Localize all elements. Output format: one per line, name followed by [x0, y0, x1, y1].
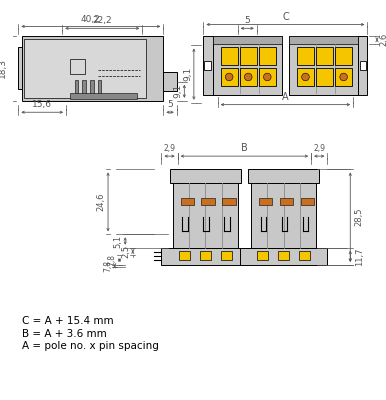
- Circle shape: [264, 73, 271, 81]
- Bar: [220, 47, 238, 64]
- Circle shape: [340, 73, 347, 81]
- Text: 2,9: 2,9: [313, 144, 325, 153]
- Text: C = A + 15.4 mm: C = A + 15.4 mm: [22, 316, 114, 326]
- Text: 24,6: 24,6: [96, 193, 105, 211]
- Bar: [248, 170, 319, 183]
- Bar: [161, 248, 249, 265]
- Text: C: C: [282, 12, 289, 22]
- Text: 22,2: 22,2: [93, 16, 112, 26]
- Bar: [82, 80, 86, 95]
- Text: B: B: [241, 143, 248, 153]
- Bar: [289, 36, 358, 95]
- Bar: [278, 250, 289, 260]
- Bar: [22, 36, 163, 101]
- Text: 15,6: 15,6: [32, 100, 52, 109]
- Text: 5: 5: [167, 100, 173, 109]
- Text: 2,5: 2,5: [121, 245, 130, 258]
- Bar: [90, 80, 94, 95]
- Bar: [173, 183, 238, 248]
- Text: 11,7: 11,7: [355, 247, 364, 266]
- Bar: [299, 250, 310, 260]
- Bar: [24, 39, 146, 98]
- Text: 2,6: 2,6: [379, 33, 386, 46]
- Circle shape: [62, 88, 68, 95]
- Bar: [297, 68, 314, 86]
- Text: 7,8: 7,8: [103, 260, 112, 272]
- Bar: [200, 250, 211, 260]
- Text: 40,2: 40,2: [81, 14, 101, 24]
- Bar: [335, 47, 352, 64]
- Bar: [360, 61, 366, 70]
- Bar: [335, 68, 352, 86]
- Circle shape: [244, 73, 252, 81]
- Bar: [222, 198, 236, 205]
- Bar: [74, 80, 78, 95]
- Bar: [213, 36, 282, 44]
- Bar: [240, 68, 257, 86]
- Bar: [98, 80, 102, 95]
- Bar: [213, 36, 282, 95]
- Text: A: A: [282, 92, 289, 102]
- Bar: [204, 61, 211, 70]
- Circle shape: [318, 252, 327, 261]
- Text: 9,1: 9,1: [173, 84, 183, 98]
- Circle shape: [27, 88, 33, 95]
- Bar: [240, 248, 327, 265]
- Circle shape: [62, 42, 68, 49]
- Bar: [203, 36, 213, 95]
- Bar: [181, 198, 194, 205]
- Bar: [240, 47, 257, 64]
- Text: B = A + 3.6 mm: B = A + 3.6 mm: [22, 329, 107, 339]
- Text: 18,3: 18,3: [0, 58, 7, 78]
- Bar: [19, 47, 22, 89]
- Bar: [179, 250, 190, 260]
- Bar: [280, 198, 293, 205]
- Text: 2,9: 2,9: [164, 144, 176, 153]
- Circle shape: [225, 73, 233, 81]
- Text: 9,1: 9,1: [183, 67, 192, 81]
- Bar: [259, 47, 276, 64]
- Text: 7,8: 7,8: [108, 254, 117, 266]
- Bar: [358, 36, 367, 95]
- Bar: [201, 198, 215, 205]
- Text: 5,1: 5,1: [113, 234, 122, 248]
- Text: 5: 5: [244, 16, 250, 26]
- Bar: [170, 170, 240, 183]
- Bar: [163, 72, 177, 91]
- Bar: [301, 198, 314, 205]
- Bar: [70, 93, 137, 99]
- Bar: [316, 47, 333, 64]
- Bar: [257, 250, 268, 260]
- Bar: [259, 198, 272, 205]
- Bar: [316, 68, 333, 86]
- Circle shape: [301, 73, 309, 81]
- Bar: [259, 68, 276, 86]
- Bar: [289, 36, 358, 44]
- Text: A = pole no. x pin spacing: A = pole no. x pin spacing: [22, 341, 159, 351]
- Bar: [220, 250, 232, 260]
- Circle shape: [27, 42, 33, 49]
- Bar: [251, 183, 316, 248]
- Bar: [70, 59, 85, 74]
- Bar: [297, 47, 314, 64]
- Bar: [220, 68, 238, 86]
- Text: 28,5: 28,5: [355, 208, 364, 226]
- Circle shape: [161, 252, 171, 261]
